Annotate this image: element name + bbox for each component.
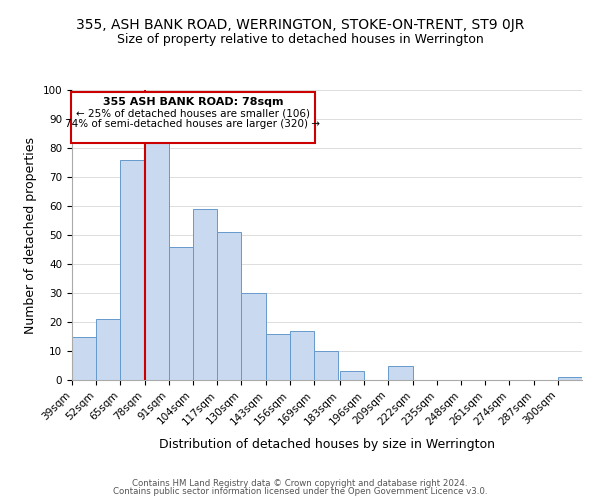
Text: Size of property relative to detached houses in Werrington: Size of property relative to detached ho… xyxy=(116,32,484,46)
Bar xyxy=(388,366,413,380)
Bar xyxy=(96,319,121,380)
Text: 74% of semi-detached houses are larger (320) →: 74% of semi-detached houses are larger (… xyxy=(65,119,320,129)
Bar xyxy=(169,246,193,380)
Bar xyxy=(314,351,338,380)
Bar xyxy=(266,334,290,380)
Text: Contains public sector information licensed under the Open Government Licence v3: Contains public sector information licen… xyxy=(113,487,487,496)
Text: 355 ASH BANK ROAD: 78sqm: 355 ASH BANK ROAD: 78sqm xyxy=(103,97,283,108)
Bar xyxy=(340,372,364,380)
Bar xyxy=(217,232,241,380)
Bar xyxy=(145,142,169,380)
Bar xyxy=(558,377,582,380)
Y-axis label: Number of detached properties: Number of detached properties xyxy=(24,136,37,334)
Text: Contains HM Land Registry data © Crown copyright and database right 2024.: Contains HM Land Registry data © Crown c… xyxy=(132,478,468,488)
Text: 355, ASH BANK ROAD, WERRINGTON, STOKE-ON-TRENT, ST9 0JR: 355, ASH BANK ROAD, WERRINGTON, STOKE-ON… xyxy=(76,18,524,32)
Bar xyxy=(72,336,96,380)
Text: ← 25% of detached houses are smaller (106): ← 25% of detached houses are smaller (10… xyxy=(76,109,310,119)
Bar xyxy=(290,330,314,380)
Bar xyxy=(121,160,145,380)
FancyBboxPatch shape xyxy=(71,92,314,143)
Bar xyxy=(193,209,217,380)
Bar xyxy=(241,293,266,380)
X-axis label: Distribution of detached houses by size in Werrington: Distribution of detached houses by size … xyxy=(159,438,495,450)
